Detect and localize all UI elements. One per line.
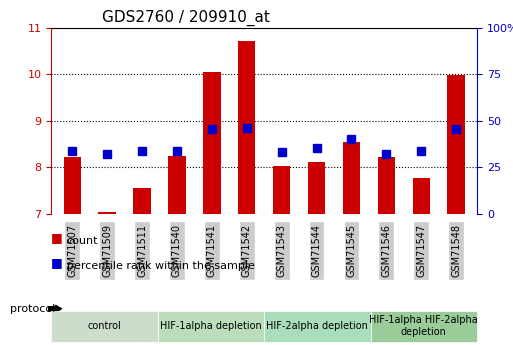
Text: HIF-1alpha HIF-2alpha
depletion: HIF-1alpha HIF-2alpha depletion [369,315,478,337]
Bar [98,211,116,214]
Bar [447,75,465,214]
FancyBboxPatch shape [264,310,370,342]
Bar [343,142,360,214]
Bar [133,188,151,214]
Bar [412,178,430,214]
Bar [238,41,255,214]
Bar [203,72,221,214]
Bar [64,157,81,214]
Bar [378,157,395,214]
Text: HIF-2alpha depletion: HIF-2alpha depletion [266,321,368,331]
Bar [168,156,186,214]
Bar [308,162,325,214]
FancyArrow shape [49,305,62,312]
Text: control: control [88,321,122,331]
Text: GDS2760 / 209910_at: GDS2760 / 209910_at [103,10,270,26]
Text: ■: ■ [51,231,63,245]
FancyBboxPatch shape [370,310,477,342]
Text: HIF-1alpha depletion: HIF-1alpha depletion [160,321,262,331]
FancyBboxPatch shape [158,310,264,342]
Bar [273,166,290,214]
Text: percentile rank within the sample: percentile rank within the sample [67,261,254,270]
FancyBboxPatch shape [51,310,158,342]
Text: count: count [67,237,98,246]
Text: protocol: protocol [10,304,55,314]
Text: ■: ■ [51,256,63,269]
